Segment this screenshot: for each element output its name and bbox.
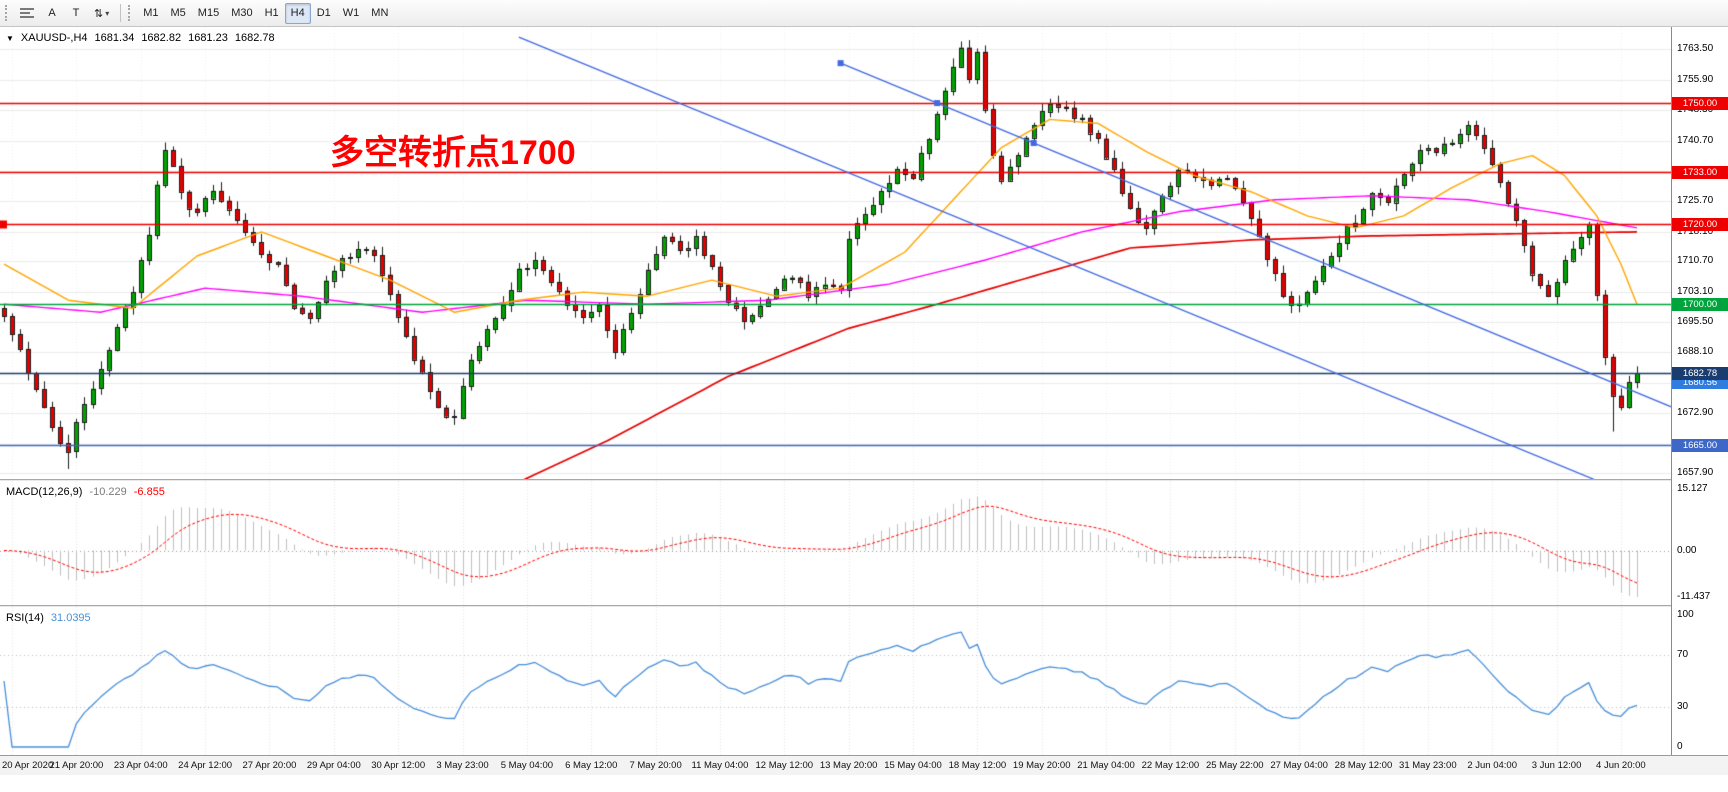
open-value: 1681.34 bbox=[94, 32, 135, 44]
time-tick-label: 15 May 04:00 bbox=[884, 760, 942, 771]
timeframe-button-mn[interactable]: MN bbox=[371, 7, 389, 19]
time-tick-label: 29 Apr 04:00 bbox=[306, 760, 361, 771]
text-label-icon[interactable]: T bbox=[72, 7, 80, 19]
time-tick-label: 7 May 20:00 bbox=[629, 760, 682, 771]
high-value: 1682.82 bbox=[141, 32, 182, 44]
macd-signal-value: -6.855 bbox=[133, 486, 165, 498]
toolbar-separator bbox=[120, 4, 122, 22]
fibonacci-icon[interactable] bbox=[14, 3, 40, 24]
time-tick-label: 27 May 04:00 bbox=[1270, 760, 1328, 771]
symbol-period-label: XAUUSD-,H4 bbox=[20, 32, 88, 44]
time-tick-label: 27 Apr 20:00 bbox=[242, 760, 297, 771]
timeframe-button-d1[interactable]: D1 bbox=[316, 7, 331, 19]
time-tick-label: 24 Apr 12:00 bbox=[178, 760, 233, 771]
macd-name: MACD(12,26,9) bbox=[6, 486, 83, 498]
time-tick-label: 11 May 04:00 bbox=[691, 760, 749, 771]
rsi-axis-label: 70 bbox=[1677, 648, 1689, 660]
price-tick-label: 1740.70 bbox=[1677, 134, 1714, 146]
rsi-axis-label: 30 bbox=[1677, 701, 1689, 713]
price-tick-label: 1703.10 bbox=[1677, 285, 1714, 297]
panel-splitter[interactable] bbox=[0, 605, 1728, 607]
low-value: 1681.23 bbox=[188, 32, 228, 44]
time-tick-label: 30 Apr 12:00 bbox=[371, 760, 426, 771]
price-axis[interactable]: 1763.501755.901748.301740.701725.701718.… bbox=[1671, 27, 1728, 775]
timeframe-button-m15[interactable]: M15 bbox=[197, 7, 220, 19]
price-tick-label: 1725.70 bbox=[1677, 194, 1714, 206]
time-tick-label: 22 May 12:00 bbox=[1141, 760, 1200, 771]
time-tick-label: 23 Apr 04:00 bbox=[113, 760, 168, 771]
price-level-box: 1682.78 bbox=[1672, 367, 1728, 381]
time-tick-label: 19 May 20:00 bbox=[1012, 760, 1071, 771]
panel-splitter[interactable] bbox=[0, 479, 1728, 481]
close-value: 1682.78 bbox=[234, 32, 275, 44]
time-tick-label: 6 May 12:00 bbox=[565, 760, 618, 771]
timeframe-button-m5[interactable]: M5 bbox=[170, 7, 186, 19]
price-tick-label: 1688.10 bbox=[1677, 346, 1714, 358]
rsi-indicator-label: RSI(14) 31.0395 bbox=[6, 612, 91, 624]
time-tick-label: 13 May 20:00 bbox=[819, 760, 878, 771]
timeframe-button-w1[interactable]: W1 bbox=[342, 7, 360, 19]
price-tick-label: 1755.90 bbox=[1677, 73, 1714, 85]
main-toolbar: A T ⇅ ▾ M1 M5 M15 M30 H1 H4 D1 W1 MN bbox=[0, 0, 1728, 27]
time-tick-label: 21 May 04:00 bbox=[1077, 760, 1135, 771]
macd-axis-label: -11.437 bbox=[1677, 591, 1711, 602]
time-tick-label: 28 May 12:00 bbox=[1334, 760, 1393, 771]
rsi-panel-canvas[interactable] bbox=[0, 607, 1671, 755]
timeframe-button-h1[interactable]: H1 bbox=[264, 7, 279, 19]
macd-main-value: -10.229 bbox=[89, 486, 127, 498]
price-level-box: 1733.00 bbox=[1672, 165, 1728, 179]
line-studies-toolbar: A T ⇅ ▾ bbox=[14, 3, 115, 24]
chart-ohlc-readout: ▼ XAUUSD-,H4 1681.34 1682.82 1681.23 168… bbox=[6, 32, 275, 44]
time-tick-label: 3 Jun 12:00 bbox=[1531, 760, 1582, 771]
dropdown-arrow-icon[interactable]: ▾ bbox=[105, 8, 110, 18]
price-level-box: 1700.00 bbox=[1672, 298, 1728, 312]
price-tick-label: 1657.90 bbox=[1677, 467, 1714, 479]
macd-panel-canvas[interactable] bbox=[0, 481, 1671, 605]
time-tick-label: 21 Apr 20:00 bbox=[49, 760, 104, 771]
macd-indicator-label: MACD(12,26,9) -10.229 -6.855 bbox=[6, 486, 165, 498]
time-tick-label: 18 May 12:00 bbox=[948, 760, 1007, 771]
time-tick-label: 4 Jun 20:00 bbox=[1596, 760, 1646, 771]
price-tick-label: 1763.50 bbox=[1677, 43, 1714, 55]
price-level-box: 1720.00 bbox=[1672, 217, 1728, 231]
toolbar-drag-handle[interactable] bbox=[5, 5, 9, 21]
macd-axis-label: 0.00 bbox=[1677, 544, 1697, 556]
macd-axis-label: 15.127 bbox=[1677, 483, 1708, 494]
price-tick-label: 1672.90 bbox=[1677, 407, 1714, 419]
rsi-value: 31.0395 bbox=[50, 612, 91, 624]
arrows-icon[interactable]: ⇅ ▾ bbox=[94, 7, 110, 20]
timeframe-button-m1[interactable]: M1 bbox=[143, 7, 159, 19]
rsi-axis-label: 0 bbox=[1677, 741, 1683, 752]
timeframes-toolbar: M1 M5 M15 M30 H1 H4 D1 W1 MN bbox=[137, 2, 394, 24]
time-tick-label: 12 May 12:00 bbox=[755, 760, 814, 771]
text-icon[interactable]: A bbox=[48, 7, 56, 19]
price-level-box: 1665.00 bbox=[1672, 438, 1728, 452]
timeframe-button-m30[interactable]: M30 bbox=[231, 7, 253, 19]
chevron-down-icon[interactable]: ▼ bbox=[6, 33, 14, 43]
price-tick-label: 1695.50 bbox=[1677, 316, 1714, 328]
time-tick-label: 25 May 22:00 bbox=[1205, 760, 1264, 771]
toolbar-drag-handle[interactable] bbox=[128, 5, 132, 21]
time-tick-label: 20 Apr 2020 bbox=[2, 760, 54, 771]
time-tick-label: 3 May 23:00 bbox=[436, 760, 489, 771]
rsi-name: RSI(14) bbox=[6, 612, 44, 624]
timeframe-button-h4[interactable]: H4 bbox=[284, 2, 311, 24]
price-chart-canvas[interactable] bbox=[0, 27, 1671, 479]
time-axis[interactable]: 20 Apr 2020 21 Apr 20:00 23 Apr 04:00 24 Ap… bbox=[0, 755, 1728, 775]
time-tick-label: 2 Jun 04:00 bbox=[1467, 760, 1517, 771]
time-tick-label: 31 May 23:00 bbox=[1399, 760, 1457, 771]
price-tick-label: 1710.70 bbox=[1677, 255, 1714, 267]
time-tick-label: 5 May 04:00 bbox=[500, 760, 554, 771]
chart-window: ▼ XAUUSD-,H4 1681.34 1682.82 1681.23 168… bbox=[0, 27, 1728, 792]
price-level-box: 1750.00 bbox=[1672, 97, 1728, 111]
price-tick-label: 1718.10 bbox=[1677, 225, 1714, 237]
rsi-axis-label: 100 bbox=[1677, 609, 1694, 620]
chart-annotation-text[interactable]: 多空转折点1700 bbox=[330, 134, 576, 172]
